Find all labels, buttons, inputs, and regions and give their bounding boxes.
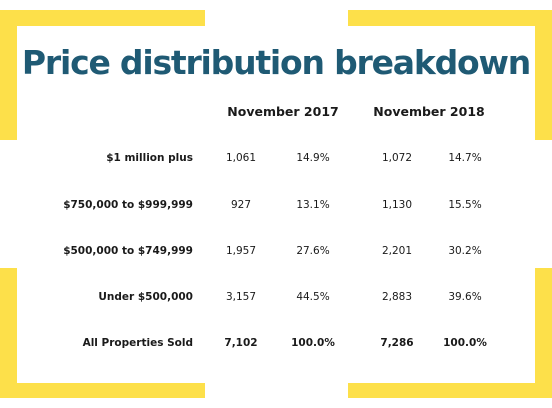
frame-corner-bottom-right [535,268,552,393]
table-cell: 100.0% [443,337,487,349]
row-label: $750,000 to $999,999 [63,199,193,211]
frame-corner-top-right [348,10,552,26]
table-cell: 7,102 [224,337,258,349]
frame-corner-top-left [0,10,205,26]
table-cell: 100.0% [291,337,335,349]
frame-corner-bottom-right [348,383,552,398]
page-title: Price distribution breakdown [21,43,531,82]
table-cell: 14.7% [448,152,482,164]
table-cell: 39.6% [448,291,482,303]
table-cell: 15.5% [448,199,482,211]
frame-corner-bottom-left [0,268,17,393]
table-cell: 1,957 [225,245,257,257]
table-cell: 1,072 [381,152,413,164]
table-cell: 2,201 [381,245,413,257]
row-label: $500,000 to $749,999 [63,245,193,257]
row-label: $1 million plus [106,152,193,164]
period-header-2017: November 2017 [227,104,339,119]
row-label: Under $500,000 [98,291,193,303]
table-cell: 2,883 [381,291,413,303]
table-cell: 927 [230,199,252,211]
period-header-2018: November 2018 [373,104,485,119]
table-cell: 30.2% [448,245,482,257]
frame-corner-top-left [0,10,17,140]
frame-corner-top-right [535,10,552,140]
table-cell: 44.5% [296,291,330,303]
table-cell: 3,157 [225,291,257,303]
row-label: All Properties Sold [82,337,193,349]
table-cell: 27.6% [296,245,330,257]
frame-corner-bottom-left [0,383,205,398]
table-cell: 7,286 [380,337,414,349]
table-cell: 1,061 [225,152,257,164]
table-cell: 13.1% [296,199,330,211]
table-cell: 1,130 [381,199,413,211]
table-cell: 14.9% [296,152,330,164]
